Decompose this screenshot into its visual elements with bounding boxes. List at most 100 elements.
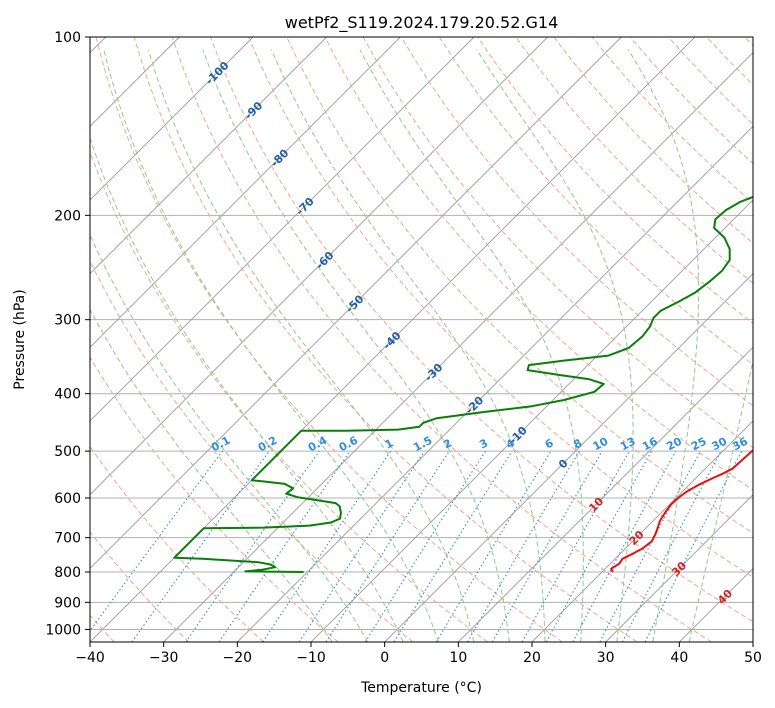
dry-adiabat-line	[706, 37, 753, 86]
x-tick-label: 10	[449, 650, 467, 666]
isotherm-line	[237, 125, 753, 642]
moist-adiabat-line	[103, 49, 439, 642]
mixing-ratio-line	[298, 450, 425, 642]
x-tick-label: 30	[597, 650, 615, 666]
temperature-label: 20	[627, 528, 647, 548]
mixing-ratio-line	[521, 450, 630, 642]
mixing-ratio-label: 20	[664, 434, 684, 453]
moist-adiabat-line	[90, 233, 369, 642]
pressure-gridlines	[90, 37, 753, 630]
y-tick-label: 600	[54, 491, 81, 507]
mixing-ratio-label: 6	[543, 436, 556, 451]
sounding-series	[173, 195, 753, 573]
isotherm-line	[458, 346, 753, 642]
mixing-ratio-line	[218, 450, 351, 642]
dry-adiabat-line	[171, 37, 712, 642]
x-axis-label: Temperature (°C)	[360, 680, 482, 696]
plot-area: 0.1 0.2 0.4 0.6 1 1.5 2 3 4 6 8 10 13 16 20 25 30 36-100-…	[90, 37, 753, 642]
dry-adiabat-line	[362, 37, 753, 449]
dry-adiabat-line	[324, 37, 753, 491]
temperature-label: 30	[669, 559, 689, 579]
isotherm-line	[90, 37, 548, 496]
isotherm-line	[90, 37, 401, 348]
moist-adiabat-line	[90, 136, 404, 642]
mixing-ratio-label: 36	[730, 435, 750, 454]
mixing-ratio-lines	[90, 450, 743, 642]
isotherm-label: -50	[343, 292, 366, 315]
dry-adiabats	[90, 37, 753, 642]
isotherm-label: -70	[294, 195, 317, 218]
x-tick-label: −30	[149, 650, 179, 666]
isotherm-label: -60	[313, 249, 336, 272]
temperature-label: 40	[715, 587, 735, 607]
chart-title: wetPf2_S119.2024.179.20.52.G14	[285, 13, 559, 33]
isotherm-label: -30	[422, 361, 445, 384]
mixing-ratio-label: 1	[383, 436, 396, 451]
mixing-ratio-line	[131, 450, 270, 642]
isotherm-line	[752, 641, 753, 642]
dry-adiabat-line	[133, 37, 638, 642]
dewpoint-line	[173, 195, 753, 573]
y-axis-label: Pressure (hPa)	[12, 289, 28, 389]
y-tick-label: 400	[54, 387, 81, 403]
y-axis-ticks: 100 200 300 400 500 600 700 800 900 1000	[45, 30, 90, 638]
dry-adiabat-line	[90, 445, 264, 642]
mixing-ratio-label: 16	[640, 435, 660, 454]
isotherm-line	[531, 420, 753, 642]
mixing-ratio-label: 3	[477, 436, 490, 451]
x-tick-label: −20	[223, 650, 253, 666]
y-tick-label: 100	[54, 30, 81, 46]
mixing-ratio-line	[262, 450, 392, 642]
mixing-ratio-line	[545, 450, 653, 642]
isotherm-label: -40	[380, 329, 403, 352]
mixing-ratio-line	[393, 450, 513, 642]
y-tick-label: 900	[54, 595, 81, 611]
mixing-ratio-line	[90, 450, 223, 632]
mixing-ratio-label: 25	[689, 435, 709, 454]
isotherm-line	[90, 37, 622, 569]
mixing-ratio-label: 10	[591, 434, 611, 453]
x-tick-label: 40	[670, 650, 688, 666]
isotherm-line	[679, 567, 753, 642]
x-tick-label: 50	[744, 650, 762, 666]
moist-adiabat-line	[627, 49, 700, 642]
x-tick-label: 20	[523, 650, 541, 666]
dry-adiabat-line	[90, 150, 488, 642]
mixing-ratio-line	[572, 450, 677, 642]
mixing-ratio-line	[599, 450, 701, 642]
moist-adiabat-line	[270, 49, 546, 642]
y-tick-label: 1000	[45, 622, 81, 638]
y-tick-label: 200	[54, 208, 81, 224]
moist-adiabat-line	[476, 49, 634, 642]
y-tick-label: 800	[54, 565, 81, 581]
dry-adiabat-line	[400, 37, 753, 407]
moist-adiabat-line	[688, 358, 753, 642]
isotherm-line	[163, 52, 753, 642]
y-tick-label: 700	[54, 531, 81, 547]
dry-adiabat-line	[90, 259, 414, 642]
dry-adiabat-line	[591, 37, 753, 204]
x-tick-label: −40	[75, 650, 105, 666]
line-labels: 0.1 0.2 0.4 0.6 1 1.5 2 3 4 6 8 10 13 16 20 25 30 36-100-…	[203, 59, 750, 607]
x-axis-ticks: −40 −30 −20 −10 0 10 20 30 40 50	[75, 642, 762, 666]
moist-adiabats	[90, 49, 753, 642]
isotherm-line	[90, 37, 254, 201]
dry-adiabat-line	[90, 531, 190, 642]
mixing-ratio-label: 13	[618, 435, 638, 454]
mixing-ratio-label: 30	[710, 435, 730, 454]
dry-adiabat-line	[248, 37, 753, 578]
dry-adiabat-line	[210, 37, 753, 623]
moist-adiabat-line	[202, 49, 510, 642]
mixing-ratio-line	[435, 450, 552, 642]
mixing-ratio-label: 2	[441, 436, 454, 451]
mixing-ratio-line	[185, 450, 320, 642]
dry-adiabat-line	[90, 356, 339, 642]
moist-adiabat-line	[147, 49, 475, 642]
dry-adiabat-line	[438, 37, 753, 366]
dry-adiabat-line	[95, 37, 563, 642]
dry-adiabat-line	[744, 37, 753, 47]
isotherm-line	[384, 273, 753, 642]
temperature-line	[610, 448, 753, 573]
dry-adiabat-line	[553, 37, 753, 244]
